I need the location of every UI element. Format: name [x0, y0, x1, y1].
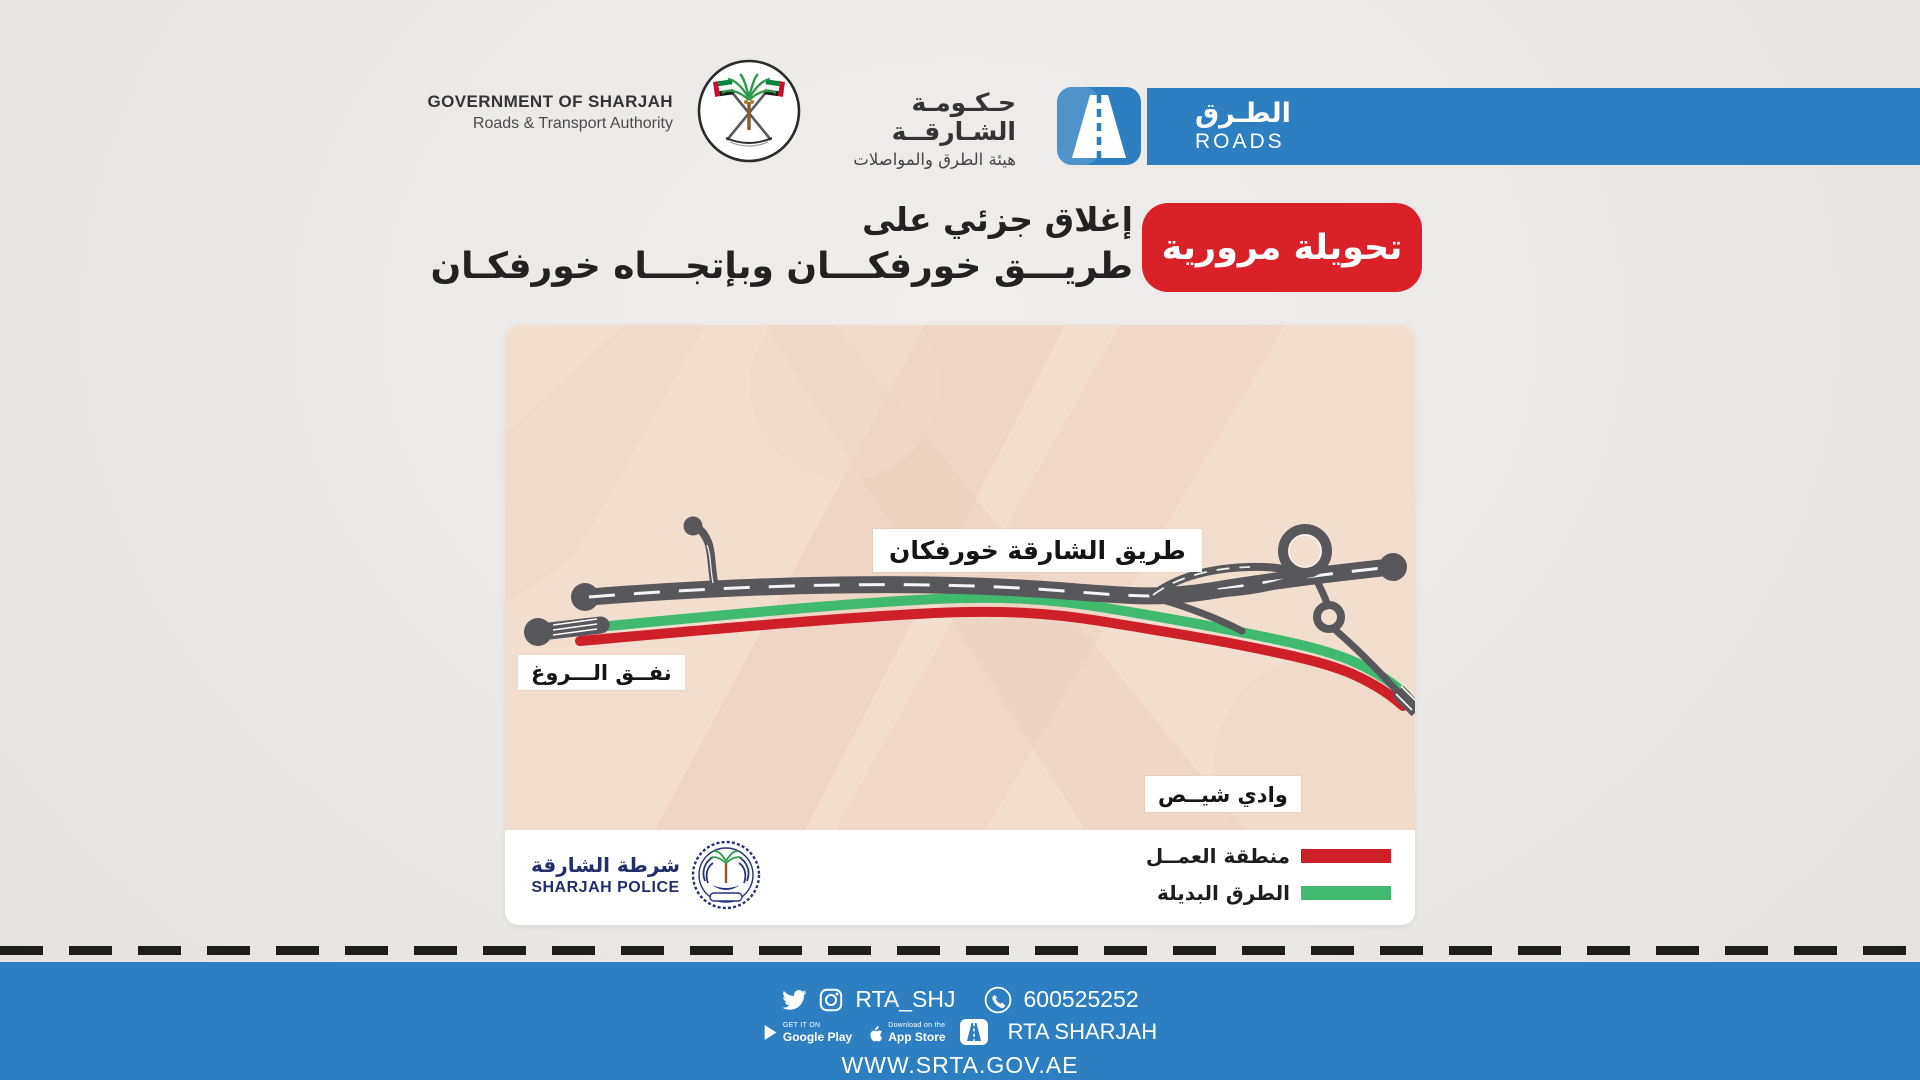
app-store-top-text: Download on the [888, 1021, 946, 1029]
google-play-badge: GET IT ON Google Play [763, 1022, 852, 1043]
dept-name-english: ROADS [1195, 130, 1285, 154]
social-handle: RTA_SHJ [855, 986, 956, 1013]
website-url: WWW.SRTA.GOV.AE [841, 1051, 1079, 1078]
road-map: طريق الشارقة خورفكان نفــق الـــروغ وادي… [505, 325, 1415, 830]
government-logo-text-arabic: حـكـومـة الشـارقــة هيئة الطرق والمواصلا… [816, 88, 1016, 169]
phone-icon [984, 986, 1012, 1014]
dashed-divider [0, 946, 1920, 955]
phone-number: 600525252 [1023, 986, 1139, 1013]
road-map-card: طريق الشارقة خورفكان نفــق الـــروغ وادي… [505, 325, 1415, 925]
alternative-roads-swatch [1301, 886, 1391, 900]
instagram-icon [819, 988, 843, 1012]
title-line2: طريـــق خورفكـــان وبإتجـــاه خورفكـان [430, 245, 1133, 287]
roads-department-banner: الطـرق ROADS [1147, 88, 1920, 165]
work-zone-label: منطقة العمــل [1145, 844, 1290, 868]
roundabout-large [1278, 524, 1332, 578]
work-zone-swatch [1301, 849, 1391, 863]
roundabout-small [1313, 601, 1345, 633]
tunnel-label: نفــق الـــروغ [518, 655, 685, 690]
legend-item-alternative-roads: الطرق البديلة [1146, 881, 1391, 905]
google-play-icon [763, 1024, 778, 1041]
alternative-roads-label: الطرق البديلة [1156, 881, 1290, 905]
footer-apps-row: GET IT ON Google Play Download on the Ap… [763, 1018, 1157, 1048]
government-emblem-icon [696, 58, 802, 164]
sharjah-police-logo: شرطة الشارقة SHARJAH POLICE [531, 839, 762, 911]
app-store-badge: Download on the App Store [866, 1021, 946, 1044]
roads-department-icon [1057, 87, 1141, 165]
alternative-route-line [592, 592, 1411, 700]
dept-name-arabic: الطـرق [1195, 97, 1291, 129]
badge-label: تحويلة مرورية [1161, 227, 1403, 268]
rta-app-icon [959, 1019, 988, 1046]
government-logo-text: GOVERNMENT OF SHARJAH Roads & Transport … [428, 92, 673, 133]
legend-item-work-zone: منطقة العمــل [1146, 844, 1391, 868]
traffic-diversion-badge: تحويلة مرورية [1142, 203, 1422, 292]
police-emblem-icon [690, 839, 762, 911]
government-title-en: GOVERNMENT OF SHARJAH [427, 92, 673, 111]
map-legend: منطقة العمــل الطرق البديلة [1146, 844, 1391, 905]
police-name-english: SHARJAH POLICE [531, 879, 680, 896]
main-road-label: طريق الشارقة خورفكان [873, 529, 1202, 572]
government-title-ar: حـكـومـة الشـارقــة [891, 88, 1016, 146]
google-play-top-text: GET IT ON [782, 1021, 821, 1029]
police-name-arabic: شرطة الشارقة [531, 853, 681, 877]
announcement-title: إغلاق جزئي على طريـــق خورفكـــان وبإتجـ… [430, 196, 1133, 289]
app-name: RTA SHARJAH [1007, 1019, 1158, 1045]
title-line1: إغلاق جزئي على [862, 200, 1133, 239]
wadi-label: وادي شيــص [1145, 776, 1301, 812]
road-network-drawing [505, 325, 1415, 830]
app-store-bottom-text: App Store [888, 1029, 946, 1044]
footer-social-row: RTA_SHJ 600525252 [781, 984, 1139, 1016]
footer-bar: RTA_SHJ 600525252 GET IT ON Google Play [0, 962, 1920, 1080]
apple-icon [866, 1023, 883, 1042]
footer-website-row: WWW.SRTA.GOV.AE [842, 1050, 1079, 1080]
government-subtitle-en: Roads & Transport Authority [472, 115, 673, 132]
twitter-icon [781, 987, 807, 1013]
work-zone-line [575, 606, 1408, 711]
map-legend-strip: شرطة الشارقة SHARJAH POLICE [505, 830, 1415, 925]
google-play-bottom-text: Google Play [782, 1029, 853, 1044]
government-subtitle-ar: هيئة الطرق والمواصلات [853, 150, 1016, 169]
